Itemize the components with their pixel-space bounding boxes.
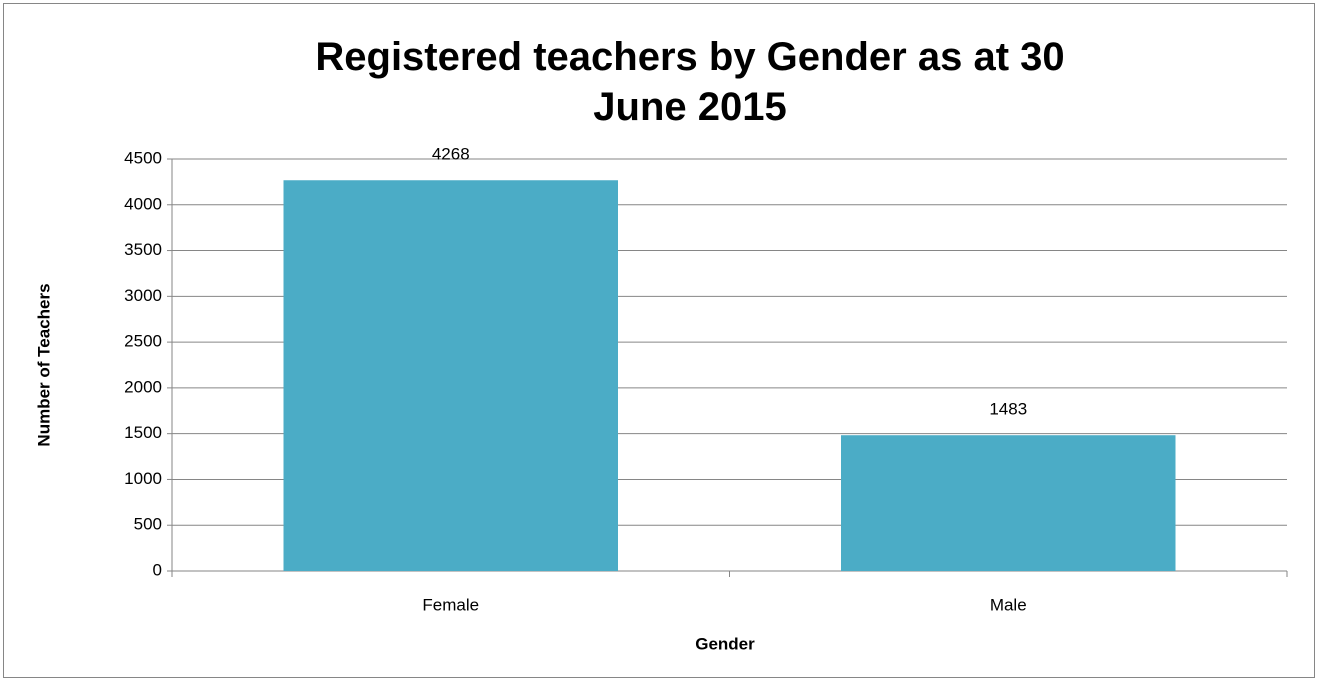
y-tick-label: 0 bbox=[153, 560, 162, 579]
x-tick-label: Male bbox=[990, 595, 1027, 614]
x-tick-label: Female bbox=[422, 595, 479, 614]
y-axis-title: Number of Teachers bbox=[34, 283, 53, 446]
bar bbox=[283, 180, 618, 571]
bar bbox=[841, 435, 1176, 571]
data-label: 4268 bbox=[432, 145, 470, 164]
chart-border bbox=[3, 3, 1315, 678]
y-tick-label: 2000 bbox=[124, 377, 162, 396]
y-tick-label: 4000 bbox=[124, 194, 162, 213]
chart-title: Registered teachers by Gender as at 30 J… bbox=[315, 35, 1065, 129]
y-tick-label: 2500 bbox=[124, 332, 162, 351]
y-tick-label: 3000 bbox=[124, 286, 162, 305]
y-tick-label: 3500 bbox=[124, 240, 162, 259]
y-tick-label: 1000 bbox=[124, 469, 162, 488]
y-tick-label: 1500 bbox=[124, 423, 162, 442]
y-tick-label: 4500 bbox=[124, 148, 162, 167]
x-axis-title: Gender bbox=[695, 634, 755, 653]
y-tick-label: 500 bbox=[134, 515, 162, 534]
data-label: 1483 bbox=[989, 400, 1027, 419]
